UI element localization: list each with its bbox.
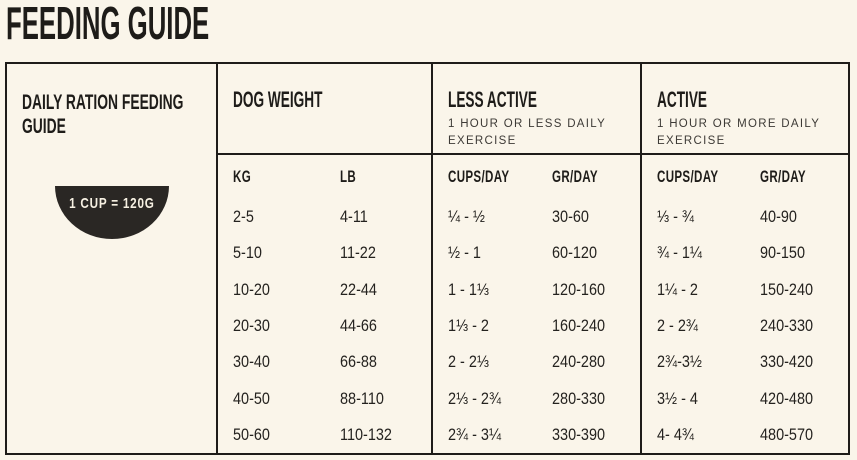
table-cell: 40-90	[760, 207, 798, 227]
left-panel-title-text: DAILY RATION FEEDING GUIDE	[22, 91, 184, 139]
cup-measure-badge: 1 CUP = 120G	[54, 186, 169, 240]
dog-weight-header: DOG WEIGHT	[218, 64, 431, 155]
table-row: 2¾ - 3¼ 330-390	[433, 417, 640, 453]
table-cell: 30-40	[233, 352, 270, 372]
table-cell: 330-390	[551, 424, 605, 444]
table-row: 10-20 22-44	[218, 272, 431, 308]
table-cell: ¾ - 1¼	[657, 243, 702, 263]
table-cell: 330-420	[760, 352, 814, 372]
page-title-text: FEEDING GUIDE	[6, 0, 210, 49]
table-cell: 44-66	[339, 315, 377, 335]
table-cell: 240-280	[551, 352, 605, 372]
cup-measure-badge-label: 1 CUP = 120G	[68, 195, 155, 213]
table-cell: 66-88	[339, 352, 377, 372]
less-active-subtitle: 1 HOUR OR LESS DAILY EXERCISE	[448, 118, 606, 147]
table-cell: 2-5	[233, 207, 254, 227]
active-title: ACTIVE	[657, 89, 840, 111]
column-header-cups-day: CUPS/DAY	[657, 167, 719, 186]
table-row: 30-40 66-88	[218, 344, 431, 380]
column-header-lb: LB	[339, 167, 357, 186]
table-cell: ¼ - ½	[448, 207, 485, 227]
table-cell: 4- 4¾	[657, 424, 694, 444]
table-row: ½ - 1 60-120	[433, 235, 640, 271]
table-cell: ⅓ - ¾	[657, 207, 694, 227]
table-cell: 2 - 2¾	[657, 315, 698, 335]
table-cell: 50-60	[233, 424, 270, 444]
less-active-title-text: LESS ACTIVE	[448, 87, 537, 112]
column-header-gr-day: GR/DAY	[551, 167, 598, 186]
table-cell: 88-110	[339, 388, 384, 408]
less-active-header: LESS ACTIVE 1 HOUR OR LESS DAILY EXERCIS…	[433, 64, 640, 155]
table-row: ¾ - 1¼ 90-150	[642, 235, 848, 271]
table-cell: 60-120	[551, 243, 597, 263]
active-header: ACTIVE 1 HOUR OR MORE DAILY EXERCISE	[642, 64, 848, 155]
column-header-gr-day: GR/DAY	[760, 167, 807, 186]
active-subheaders: CUPS/DAY GR/DAY	[642, 155, 848, 199]
table-cell: 11-22	[339, 243, 376, 263]
table-row: 3½ - 4 420-480	[642, 380, 848, 416]
dog-weight-subheaders: KG LB	[218, 155, 431, 199]
dog-weight-rows: 2-5 4-11 5-10 11-22 10-20 22-44 20-30 44-66 …	[218, 199, 431, 453]
table-cell: 5-10	[233, 243, 262, 263]
table-row: 4- 4¾ 480-570	[642, 417, 848, 453]
dog-weight-title-text: DOG WEIGHT	[233, 87, 323, 112]
table-cell: 30-60	[551, 207, 589, 227]
table-row: 1 - 1⅓ 120-160	[433, 272, 640, 308]
dog-weight-title: DOG WEIGHT	[233, 89, 423, 111]
table-row: 50-60 110-132	[218, 417, 431, 453]
feeding-table: DAILY RATION FEEDING GUIDE 1 CUP = 120G …	[5, 62, 850, 455]
table-row: 2¾-3½ 330-420	[642, 344, 848, 380]
table-cell: 2¾ - 3¼	[448, 424, 502, 444]
column-header-kg: KG	[233, 167, 252, 186]
active-rows: ⅓ - ¾ 40-90 ¾ - 1¼ 90-150 1¼ - 2 150-240 2 …	[642, 199, 848, 453]
table-cell: 2 - 2⅓	[448, 352, 489, 372]
table-cell: 10-20	[233, 279, 270, 299]
table-row: 2⅓ - 2¾ 280-330	[433, 380, 640, 416]
table-cell: 120-160	[551, 279, 605, 299]
table-row: 2-5 4-11	[218, 199, 431, 235]
table-cell: 160-240	[551, 315, 605, 335]
column-active: ACTIVE 1 HOUR OR MORE DAILY EXERCISE CUP…	[640, 64, 848, 453]
less-active-title: LESS ACTIVE	[448, 89, 632, 111]
table-cell: 3½ - 4	[657, 388, 698, 408]
table-row: 1⅓ - 2 160-240	[433, 308, 640, 344]
left-panel-title: DAILY RATION FEEDING GUIDE	[7, 64, 216, 139]
table-row: 1¼ - 2 150-240	[642, 272, 848, 308]
less-active-rows: ¼ - ½ 30-60 ½ - 1 60-120 1 - 1⅓ 120-160 1⅓ …	[433, 199, 640, 453]
left-panel: DAILY RATION FEEDING GUIDE 1 CUP = 120G	[7, 64, 216, 453]
table-row: 40-50 88-110	[218, 380, 431, 416]
table-cell: 280-330	[551, 388, 605, 408]
table-cell: ½ - 1	[448, 243, 481, 263]
less-active-subheaders: CUPS/DAY GR/DAY	[433, 155, 640, 199]
active-title-text: ACTIVE	[657, 87, 708, 112]
table-cell: 420-480	[760, 388, 814, 408]
table-row: 20-30 44-66	[218, 308, 431, 344]
table-row: 2 - 2¾ 240-330	[642, 308, 848, 344]
table-row: 2 - 2⅓ 240-280	[433, 344, 640, 380]
table-cell: 110-132	[339, 424, 392, 444]
table-cell: 1 - 1⅓	[448, 279, 489, 299]
table-cell: 150-240	[760, 279, 814, 299]
table-cell: 2⅓ - 2¾	[448, 388, 502, 408]
table-cell: 480-570	[760, 424, 814, 444]
page-title: FEEDING GUIDE	[6, 0, 369, 46]
table-cell: 1¼ - 2	[657, 279, 698, 299]
table-cell: 22-44	[339, 279, 377, 299]
table-cell: 40-50	[233, 388, 270, 408]
table-cell: 4-11	[339, 207, 368, 227]
column-dog-weight: DOG WEIGHT KG LB 2-5 4-11 5-10 11-22 10-20…	[216, 64, 431, 453]
table-cell: 90-150	[760, 243, 806, 263]
column-less-active: LESS ACTIVE 1 HOUR OR LESS DAILY EXERCIS…	[431, 64, 640, 453]
table-row: ⅓ - ¾ 40-90	[642, 199, 848, 235]
table-row: 5-10 11-22	[218, 235, 431, 271]
column-header-cups-day: CUPS/DAY	[448, 167, 510, 186]
active-subtitle: 1 HOUR OR MORE DAILY EXERCISE	[657, 118, 820, 147]
table-cell: 240-330	[760, 315, 814, 335]
table-cell: 1⅓ - 2	[448, 315, 489, 335]
table-cell: 2¾-3½	[657, 352, 702, 372]
table-row: ¼ - ½ 30-60	[433, 199, 640, 235]
table-cell: 20-30	[233, 315, 270, 335]
